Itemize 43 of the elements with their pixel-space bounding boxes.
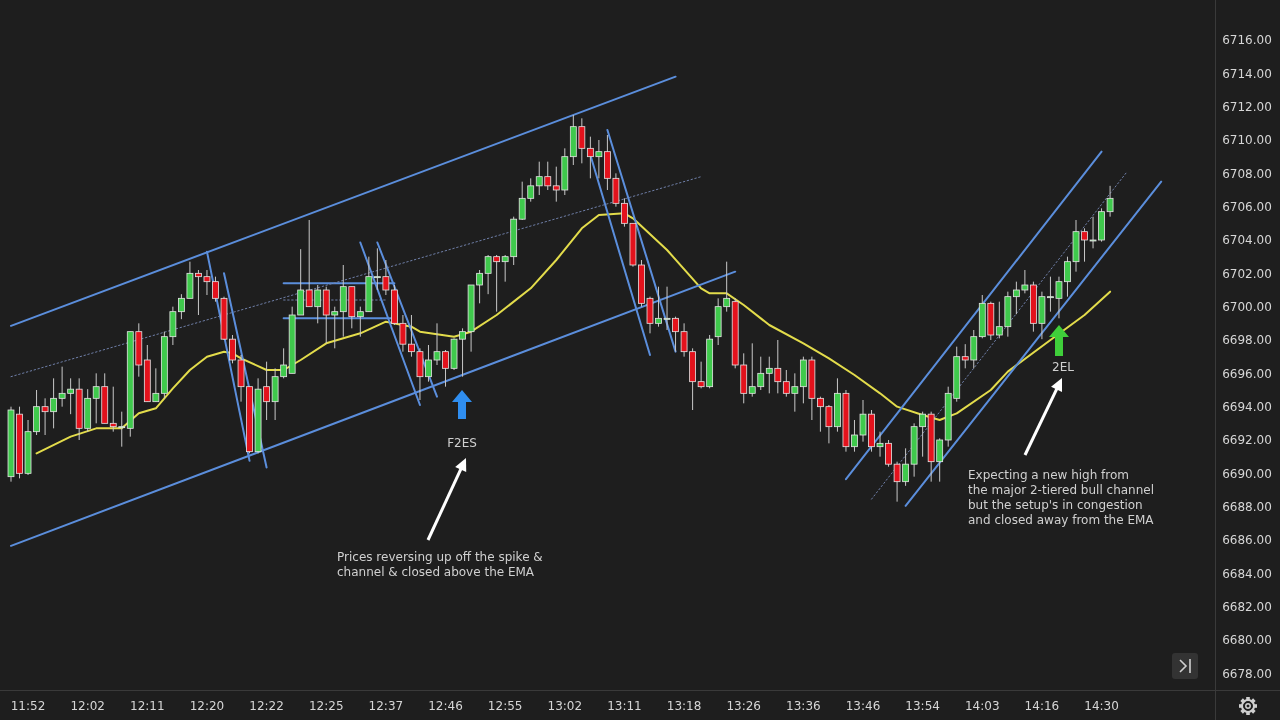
x-tick-label: 12:20 bbox=[189, 699, 225, 714]
y-tick-label: 6708.00 bbox=[1222, 166, 1272, 181]
x-tick-label: 12:37 bbox=[368, 699, 404, 714]
x-tick-label: 12:55 bbox=[487, 699, 523, 714]
x-tick-label: 13:02 bbox=[547, 699, 583, 714]
x-tick-label: 14:03 bbox=[964, 699, 1000, 714]
annotation: F2ES bbox=[447, 436, 477, 451]
x-tick-label: 12:02 bbox=[70, 699, 105, 714]
x-tick-label: 13:11 bbox=[607, 699, 642, 714]
x-tick-label: 12:46 bbox=[428, 699, 463, 714]
y-tick-label: 6700.00 bbox=[1222, 299, 1272, 314]
x-tick-label: 13:54 bbox=[905, 699, 940, 714]
y-tick-label: 6710.00 bbox=[1222, 133, 1272, 148]
annotation: Expecting a new high from the major 2-tiered bull channel but the setup's in congestion and closed away from the EMA bbox=[968, 468, 1155, 528]
x-tick-label: 12:11 bbox=[130, 699, 165, 714]
y-tick-label: 6696.00 bbox=[1222, 366, 1272, 381]
y-tick-label: 6702.00 bbox=[1222, 266, 1272, 281]
x-tick-label: 12:25 bbox=[308, 699, 344, 714]
y-tick-label: 6692.00 bbox=[1222, 433, 1272, 448]
y-tick-label: 6678.00 bbox=[1222, 666, 1272, 681]
y-tick-label: 6704.00 bbox=[1222, 233, 1272, 248]
y-tick-label: 6690.00 bbox=[1222, 466, 1272, 481]
y-tick-label: 6716.00 bbox=[1222, 33, 1272, 48]
y-tick-label: 6686.00 bbox=[1222, 533, 1272, 548]
x-tick-label: 13:46 bbox=[845, 699, 881, 714]
y-tick-label: 6694.00 bbox=[1222, 399, 1272, 414]
x-tick-label: 12:22 bbox=[249, 699, 284, 714]
x-tick-label: 13:18 bbox=[666, 699, 702, 714]
y-tick-label: 6706.00 bbox=[1222, 199, 1272, 214]
y-tick-label: 6712.00 bbox=[1222, 99, 1272, 114]
y-tick-label: 6680.00 bbox=[1222, 633, 1272, 648]
annotation: 2EL bbox=[1052, 360, 1075, 375]
y-tick-label: 6688.00 bbox=[1222, 499, 1272, 514]
y-tick-label: 6714.00 bbox=[1222, 66, 1272, 81]
x-tick-label: 13:26 bbox=[726, 699, 762, 714]
x-tick-label: 13:36 bbox=[786, 699, 821, 714]
y-tick-label: 6682.00 bbox=[1222, 599, 1272, 614]
x-tick-label: 14:16 bbox=[1024, 699, 1060, 714]
x-tick-label: 14:30 bbox=[1084, 699, 1119, 714]
y-tick-label: 6698.00 bbox=[1222, 333, 1272, 348]
x-tick-label: 11:52 bbox=[10, 699, 46, 714]
annotation: Prices reversing up off the spike & channel & closed above the EMA bbox=[337, 550, 543, 580]
y-tick-label: 6684.00 bbox=[1222, 566, 1272, 581]
